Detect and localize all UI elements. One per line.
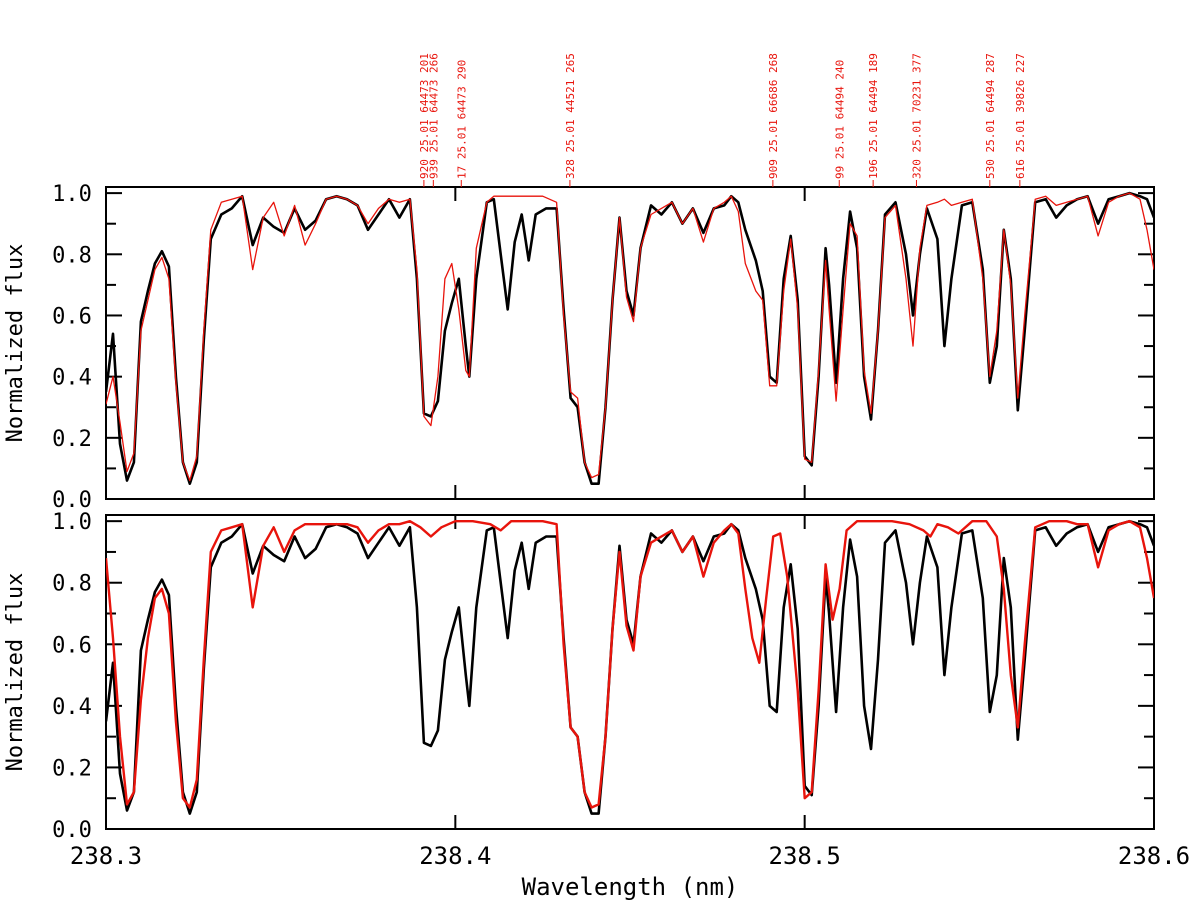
y-tick-label: 0.0 bbox=[52, 488, 92, 513]
panel-frame bbox=[105, 186, 1155, 500]
line-id-label: 17 25.01 64473 290 bbox=[455, 60, 468, 179]
line-id-label: 909 25.01 66686 268 bbox=[767, 53, 780, 179]
panel-frame bbox=[105, 514, 1155, 830]
y-tick-label: 0.6 bbox=[52, 304, 92, 329]
observed-spectrum-line bbox=[106, 191, 1154, 485]
x-tick-label: 238.6 bbox=[1118, 842, 1190, 870]
line-id-label: 196 25.01 64494 189 bbox=[867, 53, 880, 179]
x-axis-label: Wavelength (nm) bbox=[522, 873, 739, 901]
line-id-label: 530 25.01 64494 287 bbox=[984, 53, 997, 179]
y-tick-label: 0.8 bbox=[52, 243, 92, 268]
y-tick-label: 0.4 bbox=[52, 366, 92, 391]
y-tick-label: 0.4 bbox=[52, 695, 92, 720]
x-tick-label: 238.3 bbox=[70, 842, 142, 870]
y-tick-label: 0.6 bbox=[52, 633, 92, 658]
y-tick-label: 1.0 bbox=[52, 182, 92, 207]
top-panel: 0.0 0.2 0.4 0.6 0.8 1.0 Normalized flux 920 25.… bbox=[3, 53, 1155, 513]
observed-spectrum-line bbox=[106, 519, 1154, 815]
model-spectrum-line bbox=[106, 520, 1154, 809]
y-axis-label: Normalized flux bbox=[3, 244, 28, 443]
x-tick-label: 238.5 bbox=[769, 842, 841, 870]
x-tick-label: 238.4 bbox=[419, 842, 491, 870]
line-id-label: 328 25.01 44521 265 bbox=[564, 53, 577, 179]
line-id-label: 939 25.01 64473 266 bbox=[427, 53, 440, 179]
line-id-label: 920 25.01 64473 201 bbox=[418, 53, 431, 179]
y-tick-label: 0.8 bbox=[52, 572, 92, 597]
line-id-label: 99 25.01 64494 240 bbox=[833, 60, 846, 179]
line-id-label: 320 25.01 70231 377 bbox=[910, 53, 923, 179]
y-tick-label: 0.2 bbox=[52, 756, 92, 781]
model-spectrum-line bbox=[106, 192, 1154, 482]
y-axis-label: Normalized flux bbox=[3, 573, 28, 772]
y-tick-label: 0.0 bbox=[52, 818, 92, 843]
line-id-label: 616 25.01 39826 227 bbox=[1014, 53, 1027, 179]
bottom-panel: 0.0 0.2 0.4 0.6 0.8 1.0 Normalized flux 238.3 23… bbox=[3, 510, 1190, 870]
y-tick-label: 1.0 bbox=[52, 510, 92, 535]
y-tick-label: 0.2 bbox=[52, 427, 92, 452]
